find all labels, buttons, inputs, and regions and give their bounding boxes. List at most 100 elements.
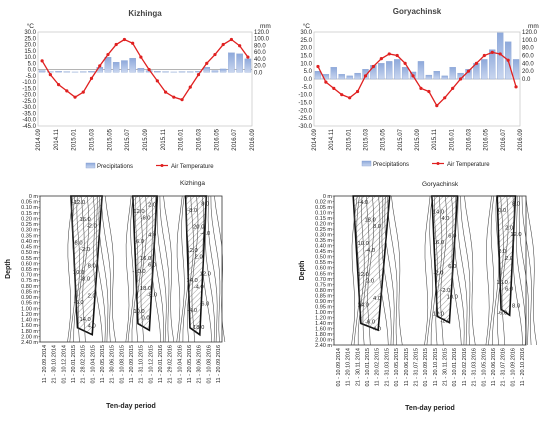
air-temp-point xyxy=(483,54,486,57)
precip-bar xyxy=(339,74,345,79)
air-temp-point xyxy=(164,91,167,94)
plot-frame xyxy=(38,32,252,126)
air-temp-point xyxy=(491,51,494,54)
contour-label: 8.0 xyxy=(88,264,96,270)
x-tick-label: 21 - 31.10.2015 xyxy=(139,345,145,384)
right-unit-label: mm xyxy=(528,23,539,30)
x-tick-label: 21 - 30.11.2015 xyxy=(443,348,449,386)
contour-label: 2.0 xyxy=(505,225,513,231)
left-tick-label: 0.0 xyxy=(28,68,37,74)
right-tick-label: 20.0 xyxy=(254,64,266,70)
x-tick-label: 01 - 10.04.2015 xyxy=(90,345,96,384)
left-tick-label: 30.0 xyxy=(300,30,312,36)
left-unit-label: °C xyxy=(27,22,35,30)
left-tick-label: 0.0 xyxy=(304,77,313,83)
left-tick-label: -5.0 xyxy=(26,74,37,80)
contour-label: 6.0 xyxy=(448,233,456,239)
contour-label: 14.0 xyxy=(433,209,444,215)
x-tick-label: 11 - 20.09.2015 xyxy=(129,345,135,383)
air-temp-point xyxy=(49,73,52,76)
right-unit-label: mm xyxy=(260,23,271,30)
precip-bar xyxy=(228,53,234,72)
x-tick-label: 11 - 20.09.2014 xyxy=(42,345,48,383)
air-temp-point xyxy=(246,55,249,58)
left-tick-label: -10.0 xyxy=(22,80,36,86)
x-tick-label: 2015.07 xyxy=(398,128,404,150)
precip-bar xyxy=(418,61,424,79)
precip-bar xyxy=(121,61,127,73)
x-tick-label: 21 - 29.02.2016 xyxy=(168,345,174,384)
air-temp-point xyxy=(364,74,367,77)
legend-swatch-temp-dot xyxy=(161,164,164,167)
contour-label: 12.0 xyxy=(358,272,369,278)
air-temp-point xyxy=(324,81,327,84)
air-temp-point xyxy=(340,93,343,96)
left-tick-label: -15.0 xyxy=(22,86,36,92)
y-tick-label: 2.40 m xyxy=(21,340,38,346)
x-tick-label: 2014.09 xyxy=(312,128,318,150)
air-temp-point xyxy=(90,77,93,80)
left-tick-label: -20.0 xyxy=(22,93,36,99)
contour-label: 8.0 xyxy=(512,304,520,310)
left-tick-label: 5.0 xyxy=(304,69,313,75)
air-temp-point xyxy=(222,43,225,46)
right-tick-label: 80.0 xyxy=(522,46,534,52)
contour-label: 2.0 xyxy=(366,278,374,284)
contour-label: 10.0 xyxy=(73,270,84,276)
y-axis-label: Depth xyxy=(299,261,306,281)
contour-label: 4.0 xyxy=(373,326,381,332)
precip-bar xyxy=(394,59,400,79)
x-tick-label: 01 - 10.04.2016 xyxy=(177,345,183,384)
contour-label: 8.0 xyxy=(201,201,209,207)
precip-bar xyxy=(315,71,321,79)
left-tick-label: -15.0 xyxy=(298,101,312,107)
precip-bar xyxy=(426,75,432,79)
contour-label: 0.0 xyxy=(142,316,150,322)
x-tick-label: 11 - 20.06.2016 xyxy=(491,348,497,386)
x-tick-label: 2016.01 xyxy=(179,128,185,150)
contour-label: 8.0 xyxy=(373,224,381,230)
left-tick-label: -30.0 xyxy=(298,124,312,130)
air-temp-point xyxy=(451,87,454,90)
air-temp-point xyxy=(507,59,510,62)
precip-bar xyxy=(88,71,94,72)
contour-label: -4.0 xyxy=(194,285,204,291)
x-tick-label: 11 - 20.05.2016 xyxy=(187,345,193,383)
right-tick-label: 0.0 xyxy=(254,70,263,76)
x-tick-label: 01 - 10.09.2015 xyxy=(423,348,429,387)
right-tick-label: 120.0 xyxy=(522,30,538,36)
x-tick-label: 2016.03 xyxy=(197,128,203,150)
contour-label: 12.0 xyxy=(433,312,444,318)
x-tick-label: 2014.09 xyxy=(36,128,42,150)
right-tick-label: 120.0 xyxy=(254,30,270,36)
x-tick-label: 01 - 10.08.2015 xyxy=(119,345,125,384)
contour-label: -6.0 xyxy=(365,320,375,326)
air-temp-point xyxy=(205,62,208,65)
air-temp-point xyxy=(41,59,44,62)
air-temp-point xyxy=(316,65,319,68)
contour-label: -12.0 xyxy=(72,200,85,206)
air-temp-point xyxy=(230,38,233,41)
x-tick-label: 2015.03 xyxy=(90,128,96,150)
air-temp-point xyxy=(356,90,359,93)
left-tick-label: -20.0 xyxy=(298,108,312,114)
precip-bar xyxy=(64,72,70,73)
right-tick-label: 40.0 xyxy=(522,61,534,67)
x-tick-label: 2014.11 xyxy=(54,128,60,150)
contour-label: -2.0 xyxy=(80,247,90,253)
contour-label: -6.0 xyxy=(497,310,507,316)
left-tick-label: 25.0 xyxy=(24,36,36,42)
precip-bar xyxy=(442,76,448,79)
x-tick-label: 11 - 20.10.2015 xyxy=(433,348,439,386)
x-tick-label: 21 - 30.06.2016 xyxy=(197,345,203,384)
x-tick-label: 21 - 30.10.2014 xyxy=(52,345,58,384)
legend-swatch-temp-dot xyxy=(437,162,440,165)
x-tick-label: 21 - 30.06.2015 xyxy=(110,345,116,384)
x-tick-label: 11 - 20.01.2016 xyxy=(158,345,164,383)
air-temp-point xyxy=(148,68,151,71)
x-tick-label: 01 - 10.05.2016 xyxy=(481,348,487,387)
air-temp-point xyxy=(123,38,126,41)
